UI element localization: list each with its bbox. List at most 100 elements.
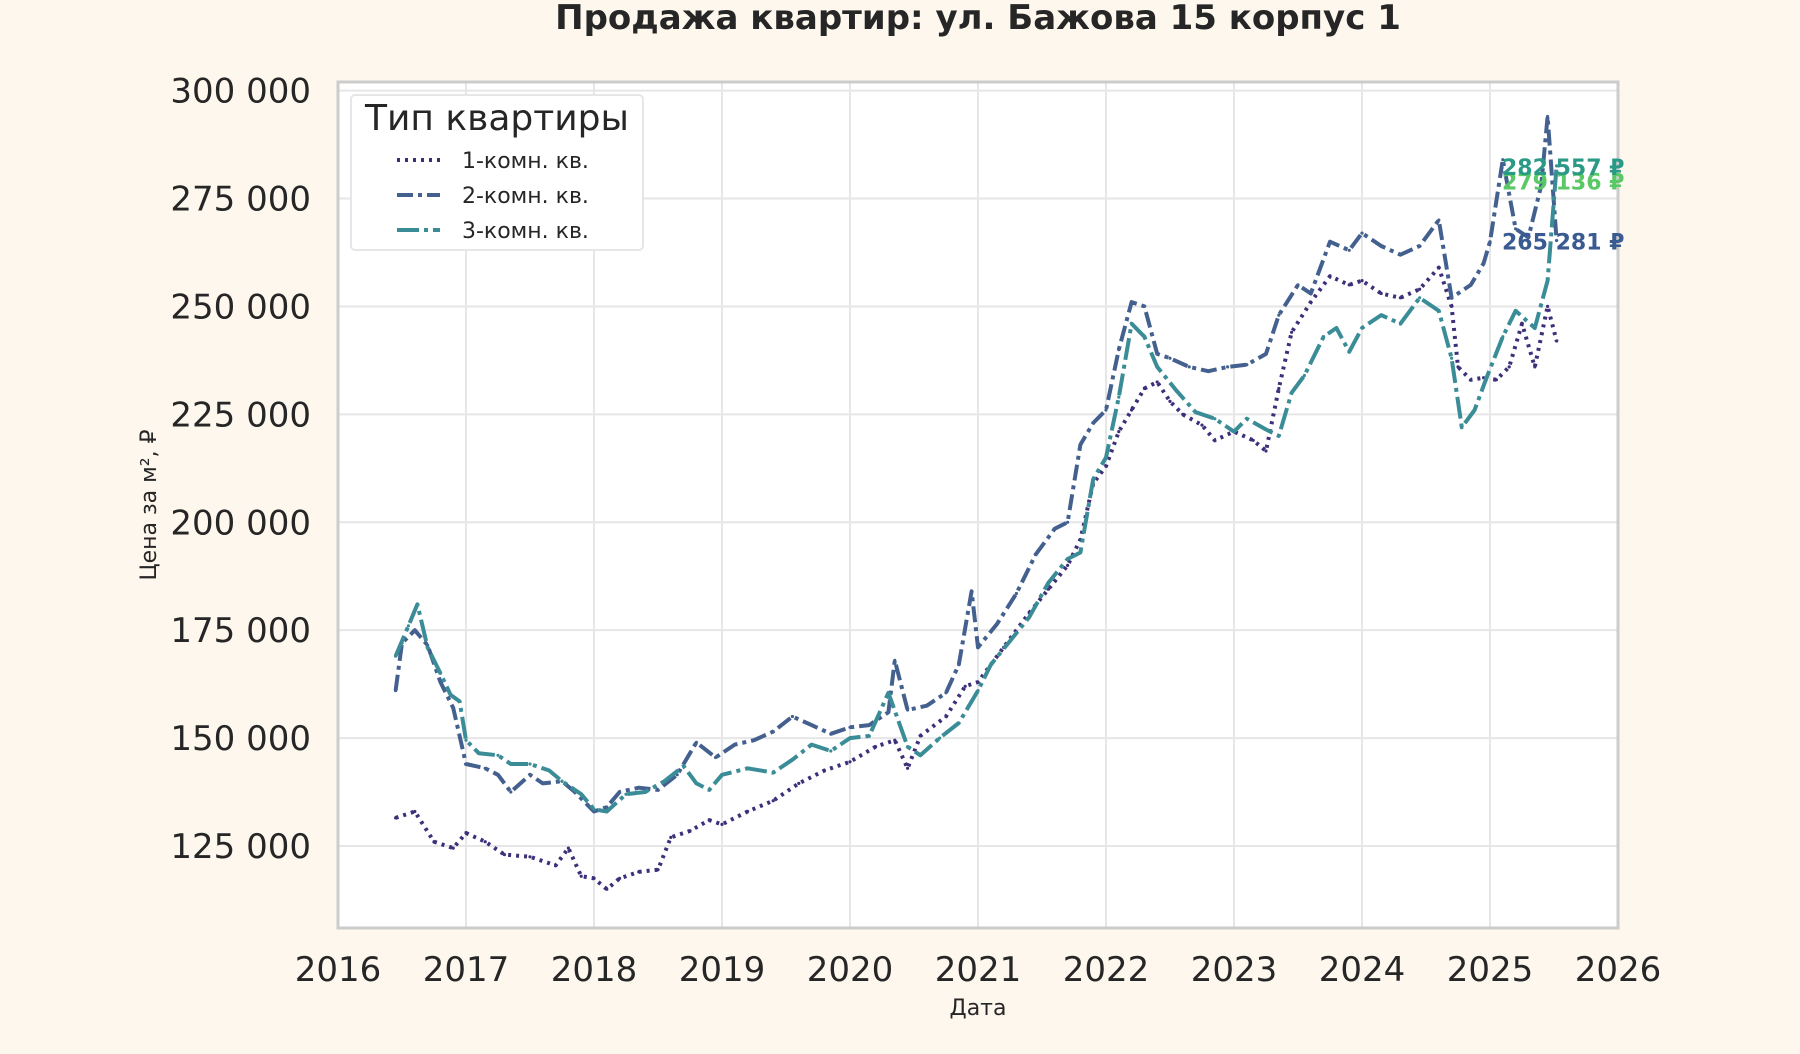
series-1-point [483, 840, 487, 844]
series-1-point [1290, 330, 1294, 334]
series-2-point [1117, 348, 1121, 352]
series-2-point [829, 732, 833, 736]
series-2-point [541, 781, 545, 786]
series-1-point [1469, 378, 1473, 382]
series-3-point [592, 807, 596, 811]
series-3-point [1046, 581, 1050, 585]
series-3-point [477, 751, 481, 755]
series-3-point [810, 743, 814, 747]
series-3-point [1142, 335, 1146, 339]
series-2-point [1450, 296, 1454, 300]
plot-frame [336, 80, 1620, 930]
series-line-1 [394, 265, 1559, 892]
series-2-point [944, 691, 948, 695]
series-1-point [1104, 464, 1108, 468]
series-2-point [1078, 443, 1082, 447]
series-3-point [1546, 279, 1550, 283]
series-3-point [1533, 326, 1537, 330]
series-2-point [451, 706, 455, 710]
series-3-point [682, 764, 686, 768]
series-1-point [605, 887, 609, 891]
series-3-point [1232, 430, 1236, 434]
legend-title: Тип квартиры [364, 98, 629, 139]
series-2-point [1264, 352, 1268, 356]
series-3-point [560, 779, 564, 783]
series-1-point [1200, 423, 1204, 427]
series-1-point [1213, 438, 1217, 442]
x-tick-label: 2025 [1447, 950, 1534, 990]
series-3-point [1485, 373, 1489, 378]
series-3-point [579, 792, 583, 796]
series-2-point [1539, 184, 1543, 188]
legend-label-1: 1-комн. кв. [462, 149, 589, 174]
x-axis: 2016 2017 2018 2019 2020 2021 2022 2023 2024 2025… [295, 950, 1662, 990]
series-2-point [733, 743, 737, 747]
series-3-point [496, 753, 500, 757]
series-3-point [720, 773, 724, 777]
series-2-point [637, 786, 641, 790]
series-2-point [1309, 291, 1313, 296]
series-2-point [957, 663, 961, 667]
series-1-point [1046, 587, 1050, 591]
series-2-point [438, 680, 442, 684]
series-2-point [1206, 369, 1210, 373]
grid [337, 82, 1619, 928]
series-2-point [1187, 365, 1191, 369]
series-1-point [669, 835, 673, 840]
series-1-point [1507, 365, 1511, 369]
series-3-point [1194, 410, 1198, 414]
series-3-point [605, 809, 609, 814]
x-tick-label: 2019 [679, 950, 766, 990]
legend-label-2: 2-комн. кв. [462, 184, 589, 209]
series-2-point [976, 645, 980, 650]
x-axis-label: Дата [950, 996, 1007, 1021]
x-tick-label: 2020 [807, 950, 894, 990]
series-2-point [867, 723, 871, 727]
series-3-point [848, 736, 852, 740]
series-3-point [771, 771, 775, 775]
x-tick-label: 2018 [551, 950, 638, 990]
series-1-point [848, 760, 852, 764]
legend: Тип квартиры 1-комн. кв. 2-комн. кв. 3-ком… [350, 94, 644, 251]
series-1-point [554, 863, 558, 868]
series-1-point [432, 840, 436, 844]
series-2-point [1379, 244, 1383, 248]
series-2-point [886, 710, 891, 714]
legend-items: 1-комн. кв. 2-комн. кв. 3-комн. кв. [397, 149, 589, 244]
y-tick-label: 200 000 [170, 503, 311, 543]
series-3-point [1078, 550, 1082, 555]
series-3-point [1130, 322, 1134, 326]
series-3-point [976, 689, 980, 693]
series-1-point [720, 822, 724, 827]
series-1-point [1264, 449, 1268, 453]
series-3-point [694, 781, 699, 786]
series-2-point [496, 773, 500, 777]
series-1-point [1360, 279, 1364, 283]
series-3-point [406, 624, 410, 628]
series-3-point [1213, 417, 1217, 421]
series-2-point [1347, 248, 1351, 252]
series-2-point [1014, 591, 1019, 596]
series-2-point [1482, 261, 1486, 265]
series-2-point [1526, 235, 1530, 239]
x-tick-label: 2022 [1063, 950, 1150, 990]
series-2-point [413, 628, 417, 632]
series-1-point [1309, 300, 1313, 304]
series-1-point [707, 818, 711, 822]
series-2-point [694, 740, 699, 745]
y-tick-label: 175 000 [170, 611, 311, 651]
series-2-point [906, 708, 910, 712]
series-2-point [925, 704, 929, 708]
series-1-point [1555, 339, 1559, 343]
series-1-point [771, 799, 775, 803]
series-1-point [1347, 283, 1351, 287]
series-1-point [1520, 322, 1524, 326]
series-3-point [394, 654, 398, 658]
series-2-point [464, 762, 468, 766]
series-3-point [1066, 557, 1070, 561]
series-2-point [483, 766, 487, 770]
y-tick-label: 250 000 [170, 287, 311, 327]
series-3-point [1398, 322, 1402, 326]
series-1-point [637, 870, 641, 874]
series-3-point [1501, 335, 1505, 339]
